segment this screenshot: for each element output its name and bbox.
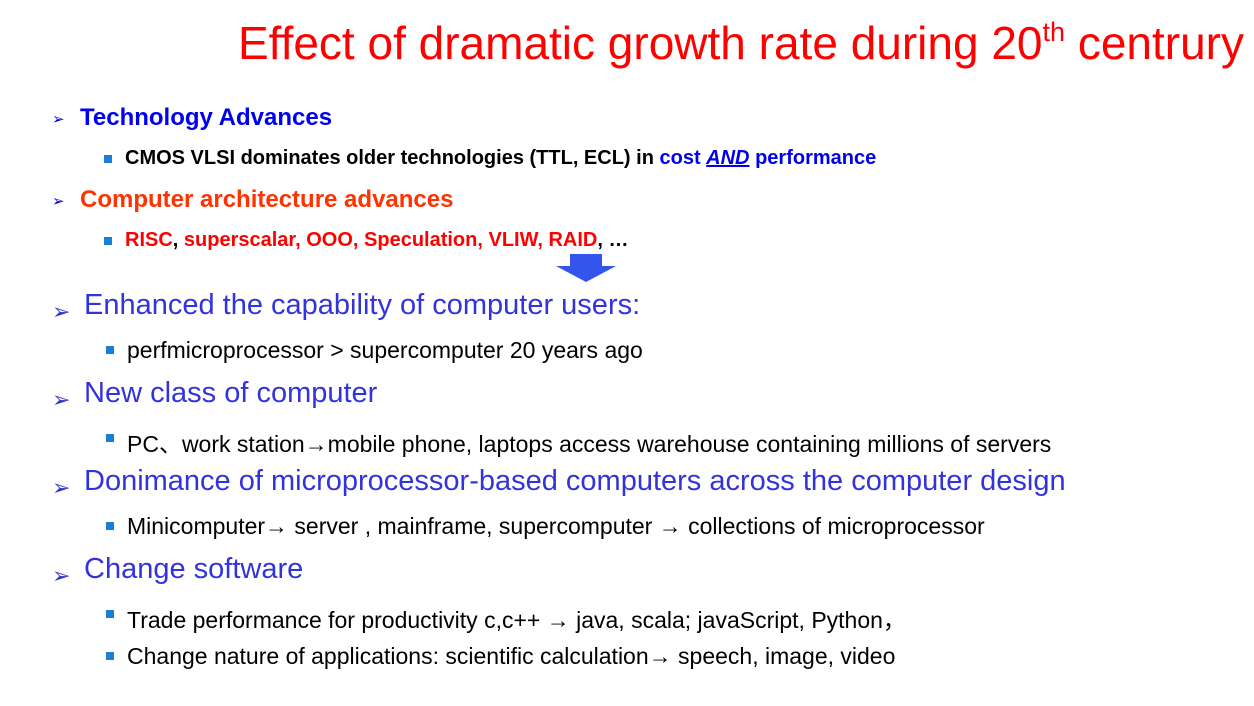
heading-change-software: Change software (84, 553, 304, 585)
square-bullet-icon (104, 237, 112, 245)
section-heading-technology: Technology Advances (80, 104, 333, 131)
bullet-change-nature: Change nature of applications: scientifi… (127, 643, 896, 669)
bullet-perfmicroprocessor: perfmicroprocessor > supercomputer 20 ye… (127, 337, 643, 363)
chevron-arrow-icon: ➢ (52, 563, 71, 588)
slide-title: Effect of dramatic growth rate during 20… (237, 17, 1244, 69)
chevron-arrow-icon: ➢ (52, 193, 65, 210)
chevron-arrow-icon: ➢ (52, 387, 71, 412)
square-bullet-icon (104, 155, 112, 163)
heading-new-class: New class of computer (84, 377, 378, 409)
heading-enhanced-capability: Enhanced the capability of computer user… (84, 289, 641, 321)
square-bullet-icon (106, 434, 114, 442)
square-bullet-icon (106, 610, 114, 618)
section-heading-architecture: Computer architecture advances (80, 186, 454, 213)
bullet-trade-performance: Trade performance for productivity c,c++… (127, 607, 906, 633)
down-arrow-icon (556, 254, 616, 282)
heading-dominance: Donimance of microprocessor-based comput… (84, 465, 1066, 497)
bullet-pc-workstation: PC、work station→mobile phone, laptops ac… (127, 431, 1052, 457)
square-bullet-icon (106, 522, 114, 530)
square-bullet-icon (106, 346, 114, 354)
square-bullet-icon (106, 652, 114, 660)
chevron-arrow-icon: ➢ (52, 475, 71, 500)
chevron-arrow-icon: ➢ (52, 111, 65, 128)
chevron-arrow-icon: ➢ (52, 299, 71, 324)
bullet-cmos: CMOS VLSI dominates older technologies (… (125, 147, 877, 169)
bullet-risc: RISC, superscalar, OOO, Speculation, VLI… (125, 229, 629, 251)
bullet-minicomputer: Minicomputer→ server , mainframe, superc… (127, 513, 985, 539)
